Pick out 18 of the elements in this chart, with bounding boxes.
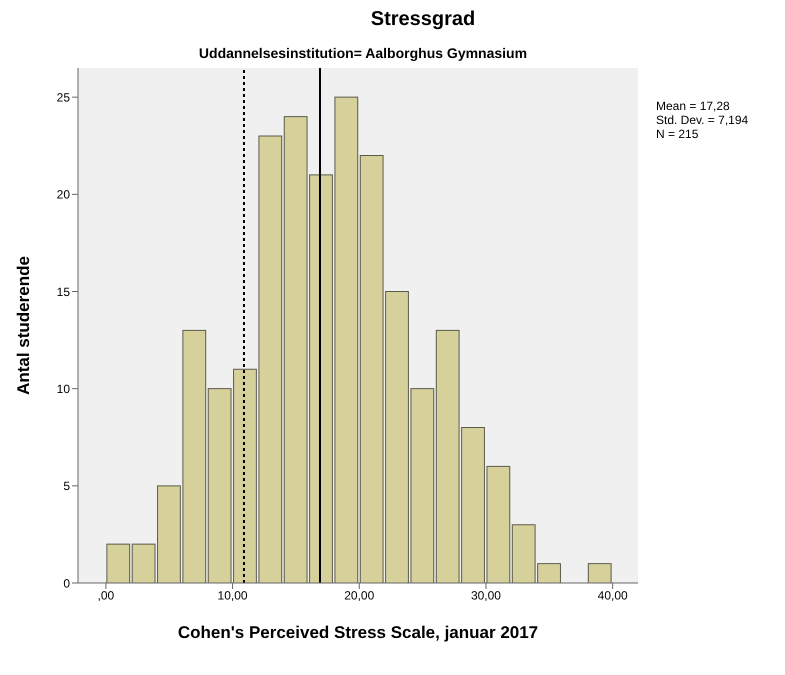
y-tick-label: 5 bbox=[63, 479, 70, 494]
x-tick-label: ,00 bbox=[98, 588, 115, 603]
chart-subtitle: Uddannelsesinstitution= Aalborghus Gymnasium bbox=[198, 45, 528, 61]
x-tick-label: 20,00 bbox=[344, 588, 375, 603]
y-tick-label: 25 bbox=[56, 90, 70, 104]
text: Mean = 17,28 bbox=[656, 99, 731, 113]
x-tick-label: 30,00 bbox=[470, 588, 502, 603]
chart-title: Stressgrad bbox=[370, 8, 476, 31]
y-tick-label: 20 bbox=[56, 188, 70, 202]
y-tick-label: 10 bbox=[56, 382, 70, 396]
y-axis-title: Antal studerende bbox=[14, 256, 34, 395]
x-tick-label: 40,00 bbox=[598, 588, 628, 603]
x-axis-title: Cohen's Perceived Stress Scale, januar 2017 bbox=[178, 623, 538, 642]
x-tick-label: 10,00 bbox=[218, 588, 248, 603]
text: N = 215 bbox=[656, 127, 700, 141]
y-tick-label: 0 bbox=[63, 576, 70, 590]
y-tick-label: 15 bbox=[56, 284, 70, 299]
text: Std. Dev. = 7,194 bbox=[656, 113, 748, 127]
